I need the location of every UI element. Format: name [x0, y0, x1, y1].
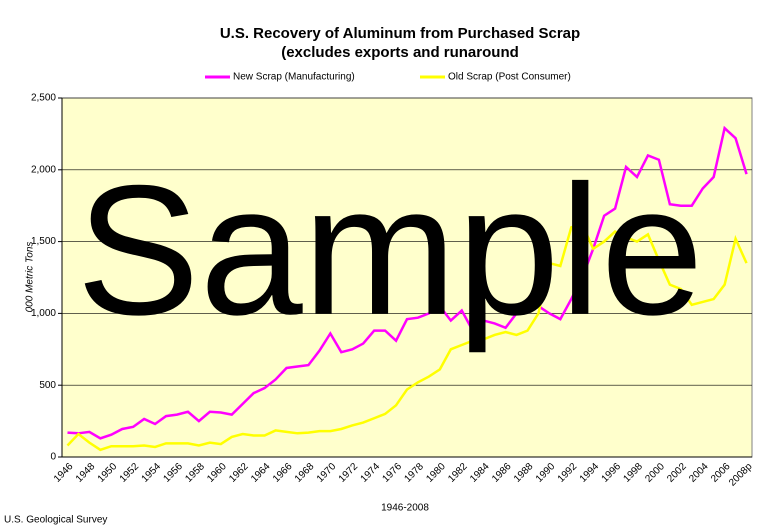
- y-tick-label: 2,500: [31, 93, 56, 104]
- chart-subtitle: (excludes exports and runaround: [281, 44, 519, 61]
- y-tick-label: 1,500: [31, 236, 56, 247]
- y-tick-label: 500: [39, 380, 56, 391]
- legend-label: Old Scrap (Post Consumer): [448, 72, 571, 83]
- y-axis-label: 000 Metric Tons: [25, 242, 36, 313]
- x-axis-label: 1946-2008: [381, 503, 429, 514]
- y-tick-label: 0: [50, 452, 56, 463]
- line-series: [66, 222, 748, 452]
- plot-area: [61, 97, 753, 458]
- source: U.S. Geological Survey: [4, 515, 107, 526]
- line-series: [67, 125, 748, 440]
- watermark: Sample: [76, 148, 703, 354]
- y-tick-label: 1,000: [31, 308, 56, 319]
- legend-label: New Scrap (Manufacturing): [233, 72, 355, 83]
- y-tick-label: 2,000: [31, 164, 56, 175]
- chart-title: U.S. Recovery of Aluminum from Purchased…: [220, 25, 580, 42]
